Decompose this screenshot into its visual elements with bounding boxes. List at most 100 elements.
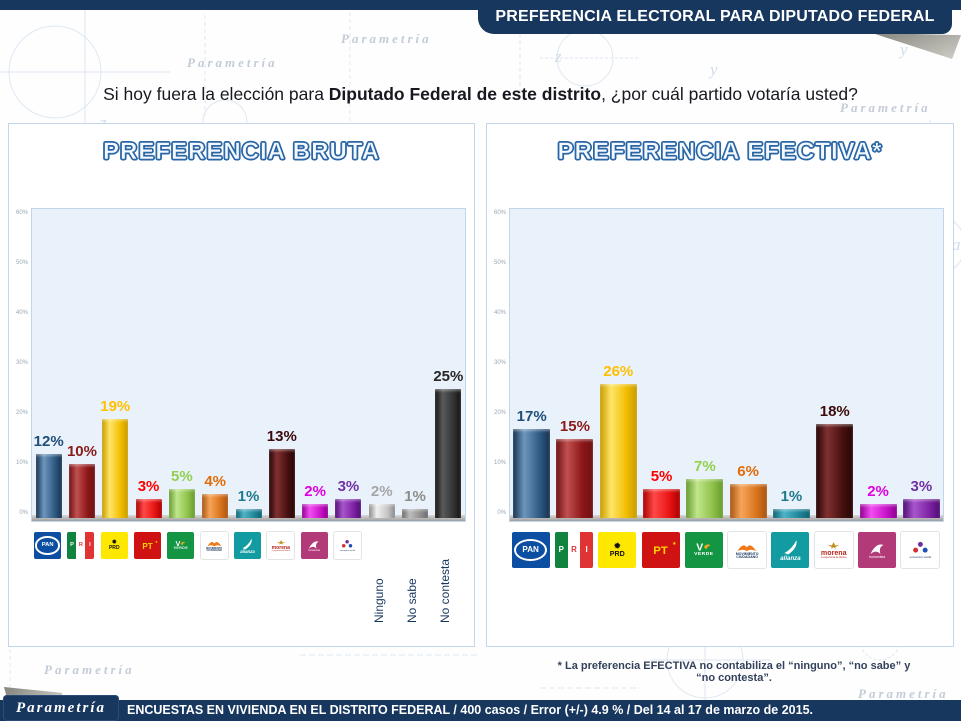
y-tick: 10%	[493, 460, 506, 466]
logo-morena: morena La esperanza de México	[814, 532, 853, 568]
value-label-mc: 6%	[737, 463, 759, 480]
y-tick: 30%	[15, 360, 28, 366]
category-label-nocontesta: No contesta	[438, 558, 453, 623]
axis-baseline	[32, 515, 465, 521]
value-label-verde: 7%	[694, 458, 716, 475]
eagle-icon	[276, 539, 286, 545]
logo-panal: alianza	[771, 532, 810, 568]
value-label-panal: 1%	[237, 488, 260, 505]
hummingbird-icon	[308, 541, 319, 549]
y-tick: 60%	[493, 210, 506, 216]
pri-stripe: I	[580, 532, 593, 568]
logo-mc: MOVIMIENTO CIUDADANO	[200, 532, 228, 559]
swoosh-icon	[784, 540, 797, 555]
logo-es: encuentro social	[901, 532, 940, 568]
bar-pan	[513, 429, 551, 518]
bar-panal	[235, 509, 262, 518]
logo-es: encuentro social	[333, 532, 361, 559]
value-label-ninguno: 2%	[370, 483, 393, 500]
y-tick: 40%	[493, 310, 506, 316]
pri-stripe: I	[85, 532, 95, 559]
y-tick: 40%	[15, 310, 28, 316]
logo-verde: V VERDE	[167, 532, 195, 559]
page-title: PREFERENCIA ELECTORAL PARA DIPUTADO FEDE…	[495, 8, 935, 25]
category-label-ninguno: Ninguno	[371, 578, 386, 623]
question-part1: Si hoy fuera la elección para	[103, 84, 329, 104]
value-label-pt: 5%	[650, 468, 673, 485]
logo-prd: ✹ PRD	[100, 532, 128, 559]
bar-humanista	[302, 504, 329, 518]
value-label-morena: 18%	[819, 403, 850, 420]
footer-bar	[0, 700, 961, 721]
toucan-icon	[180, 541, 186, 546]
value-label-nocontesta: 25%	[433, 368, 464, 385]
pan-oval: PAN	[513, 538, 548, 562]
value-label-prd: 19%	[100, 398, 131, 415]
y-tick: 0%	[497, 510, 506, 516]
people-icon	[342, 539, 353, 548]
toucan-icon	[703, 544, 711, 550]
survey-question: Si hoy fuera la elección para Diputado F…	[0, 84, 961, 105]
chart-title-efectiva: PREFERENCIA EFECTIVA*	[557, 138, 883, 166]
value-label-pri: 10%	[66, 443, 97, 460]
logo-morena: morena La esperanza de México	[267, 532, 295, 559]
header-title-banner: PREFERENCIA ELECTORAL PARA DIPUTADO FEDE…	[478, 0, 952, 34]
bar-ninguno	[368, 504, 395, 518]
bar-pt	[135, 499, 162, 518]
brand-name: Parametría	[16, 699, 106, 716]
parametria-watermark: Parametría	[44, 662, 135, 677]
logo-mc: MOVIMIENTO CIUDADANO	[728, 532, 767, 568]
bar-verde	[168, 489, 195, 518]
value-label-pt: 3%	[137, 478, 160, 495]
y-tick: 30%	[493, 360, 506, 366]
eagle-icon	[207, 542, 222, 547]
question-part3: , ¿por cuál partido votaría usted?	[601, 84, 858, 104]
bar-verde	[686, 479, 724, 518]
y-tick: 60%	[15, 210, 28, 216]
value-label-pan: 17%	[516, 408, 547, 425]
logo-humanista: humanista	[858, 532, 897, 568]
bar-pri	[556, 439, 594, 518]
y-tick: 20%	[493, 410, 506, 416]
parametria-watermark: Parametría	[858, 686, 949, 701]
bar-mc	[729, 484, 767, 518]
hummingbird-icon	[869, 544, 884, 555]
value-label-es: 3%	[337, 478, 360, 495]
value-label-humanista: 2%	[304, 483, 326, 500]
bar-pan	[35, 454, 62, 518]
value-label-pri: 15%	[559, 418, 590, 435]
pri-stripe: P	[67, 532, 77, 559]
parametria-logo: Parametría	[3, 695, 119, 721]
value-label-panal: 1%	[780, 488, 803, 505]
plot-area-bruta: 12% 10% 19% 3% 5% 4% 1% 13% 2% 3% 2% 1% 25%	[31, 208, 466, 522]
value-label-prd: 26%	[603, 363, 634, 380]
effective-preference-footnote: * La preferencia EFECTIVA no contabiliza…	[557, 660, 911, 684]
bar-morena	[268, 449, 295, 518]
value-label-morena: 13%	[266, 428, 297, 445]
value-label-mc: 4%	[204, 473, 227, 490]
svg-text:z: z	[554, 47, 562, 66]
panel-left: PREFERENCIA BRUTA 12% 10% 19% 3% 5% 4% 1% 13% 2%…	[8, 123, 475, 647]
parametria-watermark: Parametría	[187, 55, 278, 70]
y-tick: 10%	[15, 460, 28, 466]
question-part2: Diputado Federal de este distrito	[328, 84, 602, 104]
bar-prd	[599, 384, 637, 518]
survey-methodology-text: ENCUESTAS EN VIVIENDA EN EL DISTRITO FED…	[127, 703, 813, 717]
bar-nocontesta	[435, 389, 462, 518]
eagle-icon	[737, 545, 757, 552]
pri-stripe: P	[554, 532, 568, 568]
bar-nosabe	[402, 509, 429, 518]
logo-prd: ✹ PRD	[598, 532, 637, 568]
value-label-nosabe: 1%	[404, 488, 426, 505]
bar-pri	[68, 464, 95, 518]
axis-baseline	[510, 515, 943, 521]
swoosh-icon	[243, 538, 253, 549]
logo-pt: ★ PT	[134, 532, 162, 559]
pri-stripe: R	[76, 532, 86, 559]
value-label-pan: 12%	[33, 433, 64, 450]
parametria-watermark: Parametría	[341, 31, 432, 46]
logo-verde: V VERDE	[684, 532, 723, 568]
bar-humanista	[859, 504, 897, 518]
